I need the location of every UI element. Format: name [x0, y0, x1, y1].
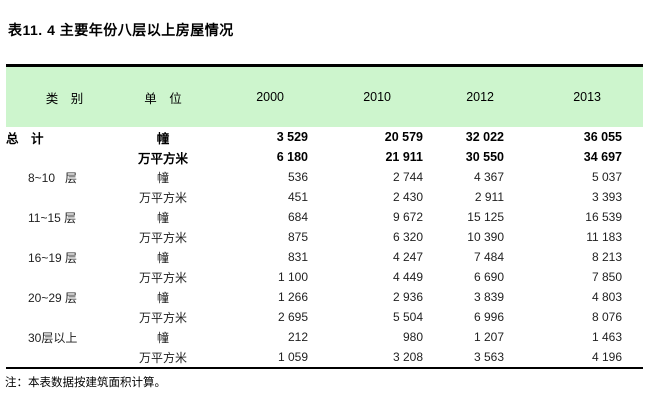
table-body: 总 计 幢 3 529 20 579 32 022 36 055 万平方米 6 … [6, 127, 643, 367]
row-unit-label: 幢 [156, 250, 169, 265]
row-category-label: 30层以上 [28, 330, 78, 345]
value-2013: 1 463 [591, 330, 622, 344]
value-2013: 8 213 [591, 250, 622, 264]
value-2010: 6 320 [392, 230, 423, 244]
value-2010: 980 [402, 330, 423, 344]
value-2012: 30 550 [465, 150, 504, 164]
table-row: 万平方米 875 6 320 10 390 11 183 [6, 227, 643, 247]
table-row: 11~15 层 幢 684 9 672 15 125 16 539 [6, 207, 643, 227]
row-unit-label: 万平方米 [138, 190, 187, 205]
table-row: 万平方米 6 180 21 911 30 550 34 697 [6, 147, 643, 167]
value-2000: 1 100 [277, 270, 308, 284]
column-header-year-2010: 2010 [363, 90, 391, 104]
value-2012: 6 996 [473, 310, 504, 324]
value-2000: 684 [287, 210, 308, 224]
table-row: 20~29 层 幢 1 266 2 936 3 839 4 803 [6, 287, 643, 307]
row-category-label: 20~29 层 [28, 290, 78, 305]
value-2012: 10 390 [467, 230, 504, 244]
value-2013: 16 539 [585, 210, 622, 224]
value-2012: 6 690 [473, 270, 504, 284]
value-2012: 32 022 [465, 130, 504, 144]
value-2012: 3 839 [473, 290, 504, 304]
value-2010: 2 430 [392, 190, 423, 204]
column-header-unit: 单 位 [144, 91, 182, 106]
value-2013: 7 850 [591, 270, 622, 284]
table-footnote: 注：本表数据按建筑面积计算。 [5, 377, 166, 389]
value-2000: 212 [287, 330, 308, 344]
column-header-year-2012: 2012 [466, 90, 494, 104]
row-category-label: 11~15 层 [28, 210, 77, 225]
value-2013: 11 183 [586, 230, 622, 244]
value-2012: 7 484 [473, 250, 504, 264]
value-2012: 15 125 [467, 210, 504, 224]
value-2010: 2 936 [392, 290, 423, 304]
row-category-label: 总 计 [6, 131, 44, 146]
statistics-table: 类 别 单 位 2000 2010 2012 2013 总 计 幢 3 529 … [6, 64, 643, 369]
row-unit-label: 万平方米 [137, 151, 188, 166]
row-unit-label: 幢 [156, 131, 170, 146]
row-category-label: 8~10 层 [28, 170, 78, 185]
value-2000: 3 529 [276, 130, 308, 144]
column-header-category: 类 别 [45, 91, 84, 106]
value-2010: 4 449 [392, 270, 423, 284]
value-2000: 6 180 [276, 150, 308, 164]
row-unit-label: 万平方米 [138, 270, 187, 285]
row-unit-label: 幢 [156, 290, 169, 305]
row-unit-label: 万平方米 [138, 350, 187, 365]
table-row: 万平方米 2 695 5 504 6 996 8 076 [6, 307, 643, 327]
table-row: 万平方米 451 2 430 2 911 3 393 [6, 187, 643, 207]
value-2010: 20 579 [384, 130, 423, 144]
value-2010: 2 744 [392, 170, 423, 184]
value-2012: 1 207 [473, 330, 504, 344]
table-row: 万平方米 1 100 4 449 6 690 7 850 [6, 267, 643, 287]
table-row: 30层以上 幢 212 980 1 207 1 463 [6, 327, 643, 347]
value-2012: 2 911 [474, 190, 504, 204]
value-2000: 451 [287, 190, 308, 204]
table-title: 表11. 4 主要年份八层以上房屋情况 [8, 22, 234, 38]
value-2013: 8 076 [591, 310, 622, 324]
value-2012: 4 367 [473, 170, 504, 184]
value-2013: 4 803 [591, 290, 622, 304]
table-row: 万平方米 1 059 3 208 3 563 4 196 [6, 347, 643, 367]
row-unit-label: 万平方米 [138, 310, 187, 325]
value-2000: 536 [287, 170, 308, 184]
value-2000: 1 266 [277, 290, 308, 304]
value-2013: 36 055 [583, 130, 622, 144]
value-2000: 1 059 [277, 350, 308, 364]
row-unit-label: 幢 [156, 170, 169, 185]
value-2000: 875 [287, 230, 308, 244]
row-category-label: 16~19 层 [28, 250, 78, 265]
value-2010: 3 208 [392, 350, 423, 364]
value-2013: 34 697 [583, 150, 622, 164]
table-row: 16~19 层 幢 831 4 247 7 484 8 213 [6, 247, 643, 267]
column-header-year-2000: 2000 [256, 90, 284, 104]
value-2013: 5 037 [591, 170, 622, 184]
row-unit-label: 幢 [156, 210, 169, 225]
value-2010: 4 247 [392, 250, 423, 264]
value-2012: 3 563 [473, 350, 504, 364]
table-row: 8~10 层 幢 536 2 744 4 367 5 037 [6, 167, 643, 187]
value-2000: 831 [287, 250, 308, 264]
table-row: 总 计 幢 3 529 20 579 32 022 36 055 [6, 127, 643, 147]
value-2010: 5 504 [392, 310, 423, 324]
value-2000: 2 695 [277, 310, 308, 324]
table-header-row: 类 别 单 位 2000 2010 2012 2013 [6, 67, 643, 127]
value-2010: 21 911 [385, 150, 423, 164]
row-unit-label: 幢 [156, 330, 169, 345]
row-unit-label: 万平方米 [138, 230, 187, 245]
value-2013: 3 393 [591, 190, 622, 204]
column-header-year-2013: 2013 [573, 90, 601, 104]
value-2010: 9 672 [392, 210, 423, 224]
value-2013: 4 196 [591, 350, 622, 364]
